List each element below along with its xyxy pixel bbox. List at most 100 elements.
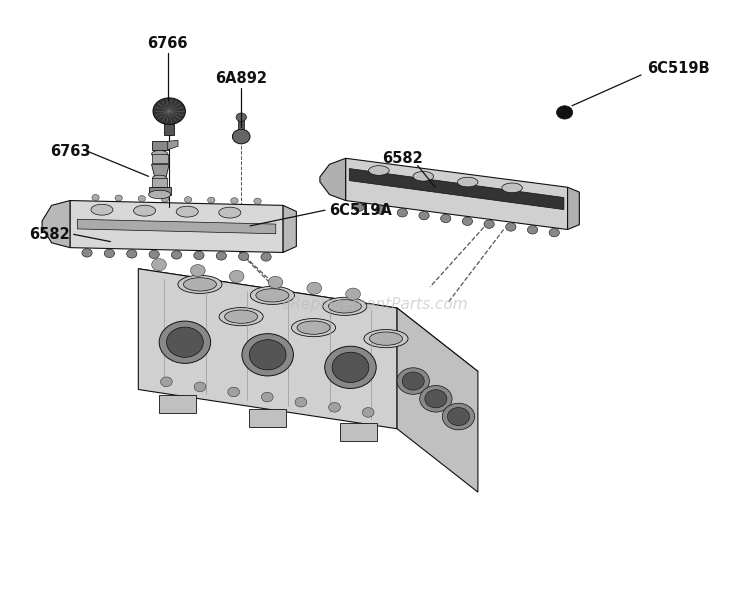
Circle shape: [230, 270, 244, 283]
Circle shape: [194, 382, 206, 392]
Circle shape: [149, 250, 159, 259]
Circle shape: [153, 98, 185, 124]
Text: eReplacementParts.com: eReplacementParts.com: [282, 298, 468, 312]
Circle shape: [194, 251, 204, 259]
Polygon shape: [249, 409, 286, 428]
Ellipse shape: [184, 278, 217, 291]
Polygon shape: [152, 154, 168, 163]
Ellipse shape: [413, 171, 434, 181]
Circle shape: [362, 408, 374, 417]
Circle shape: [216, 252, 226, 260]
Circle shape: [238, 252, 249, 261]
Circle shape: [160, 377, 172, 387]
Circle shape: [440, 214, 451, 222]
Circle shape: [424, 390, 447, 408]
Ellipse shape: [176, 206, 198, 217]
Circle shape: [354, 203, 364, 211]
Polygon shape: [42, 201, 70, 248]
Ellipse shape: [224, 310, 258, 323]
Polygon shape: [284, 205, 296, 253]
Polygon shape: [320, 158, 346, 201]
Ellipse shape: [297, 321, 330, 334]
Circle shape: [462, 217, 472, 225]
Polygon shape: [70, 201, 284, 253]
Ellipse shape: [91, 205, 113, 215]
Polygon shape: [77, 219, 276, 233]
Circle shape: [115, 195, 122, 201]
Ellipse shape: [219, 207, 241, 218]
Text: 6C519B: 6C519B: [647, 62, 710, 76]
Circle shape: [92, 195, 99, 201]
Ellipse shape: [364, 330, 408, 347]
Polygon shape: [152, 178, 167, 187]
Circle shape: [527, 225, 538, 234]
Ellipse shape: [328, 300, 362, 313]
Circle shape: [236, 113, 246, 121]
Circle shape: [127, 249, 137, 258]
Circle shape: [328, 402, 340, 412]
Ellipse shape: [219, 307, 263, 326]
Ellipse shape: [256, 289, 289, 302]
Circle shape: [249, 339, 286, 370]
Circle shape: [190, 264, 206, 277]
Polygon shape: [159, 395, 196, 413]
Ellipse shape: [370, 332, 403, 346]
Circle shape: [242, 334, 293, 376]
Polygon shape: [346, 158, 568, 230]
Circle shape: [268, 277, 283, 288]
Polygon shape: [238, 120, 244, 129]
Circle shape: [208, 197, 215, 203]
Circle shape: [419, 211, 429, 220]
Circle shape: [231, 198, 238, 204]
Circle shape: [152, 259, 166, 270]
Polygon shape: [138, 269, 478, 371]
Ellipse shape: [152, 150, 168, 158]
Text: 6766: 6766: [148, 36, 188, 51]
Text: 6582: 6582: [382, 151, 423, 166]
Polygon shape: [397, 308, 478, 492]
Ellipse shape: [178, 275, 222, 293]
Circle shape: [138, 195, 146, 201]
Ellipse shape: [148, 190, 171, 199]
Circle shape: [307, 282, 322, 294]
Ellipse shape: [152, 175, 167, 181]
Circle shape: [376, 206, 386, 214]
Ellipse shape: [322, 298, 367, 315]
Polygon shape: [152, 142, 168, 150]
Circle shape: [184, 197, 192, 203]
Circle shape: [104, 249, 115, 257]
Circle shape: [346, 288, 361, 300]
Ellipse shape: [292, 318, 335, 337]
Circle shape: [549, 229, 560, 237]
Circle shape: [397, 368, 430, 394]
Circle shape: [332, 352, 369, 383]
Circle shape: [448, 408, 470, 426]
Ellipse shape: [458, 177, 478, 187]
Circle shape: [420, 386, 452, 412]
Ellipse shape: [502, 183, 522, 193]
Circle shape: [295, 397, 307, 407]
Circle shape: [262, 392, 273, 402]
Text: 6582: 6582: [29, 227, 70, 242]
Circle shape: [166, 327, 203, 357]
Ellipse shape: [368, 166, 389, 176]
Ellipse shape: [251, 286, 295, 304]
Ellipse shape: [134, 205, 155, 216]
Circle shape: [484, 220, 494, 229]
Circle shape: [254, 198, 261, 204]
Polygon shape: [340, 423, 376, 441]
Circle shape: [159, 321, 211, 363]
Polygon shape: [138, 269, 397, 429]
Polygon shape: [568, 187, 579, 230]
Circle shape: [402, 372, 424, 390]
Circle shape: [161, 196, 169, 202]
Circle shape: [325, 346, 376, 389]
Text: 6763: 6763: [50, 144, 91, 158]
Circle shape: [261, 253, 272, 261]
Circle shape: [442, 403, 475, 430]
Text: 6C519A: 6C519A: [329, 203, 392, 217]
Circle shape: [172, 251, 182, 259]
Text: 6A892: 6A892: [215, 71, 267, 86]
Circle shape: [82, 249, 92, 257]
Circle shape: [506, 223, 516, 231]
